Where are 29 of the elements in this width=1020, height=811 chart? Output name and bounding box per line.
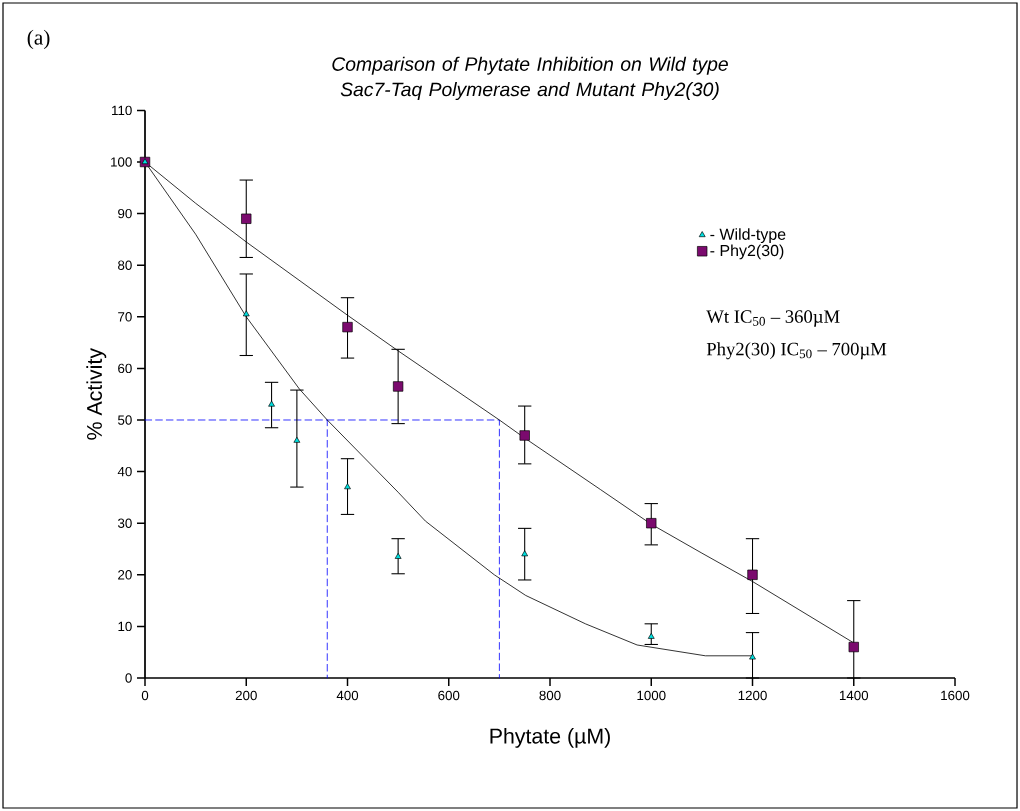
x-axis-title: Phytate (µM) (490, 727, 610, 748)
y-tick-label: 80 (118, 260, 132, 270)
y-tick-label: 10 (118, 621, 132, 632)
y-tick-label: 0 (125, 673, 132, 683)
chart-title: Comparison of Phytate Inhibition on Wild type Sac7-Taq Polymerase and Mutant Phy2(30) (332, 56, 728, 101)
y-tick-label: 90 (118, 208, 132, 219)
x-tick-label: 200 (235, 690, 257, 701)
annotation: Phy2(30) IC$_{50}$ – 700µM (706, 342, 887, 360)
x-tick-label: 400 (336, 690, 359, 701)
y-tick-label: 110 (112, 105, 132, 116)
legend-label: - Phy2(30) (710, 244, 784, 260)
x-tick-label: 0 (141, 690, 149, 701)
legend-label: - Wild-type (710, 228, 786, 244)
x-tick-label: 1400 (839, 690, 869, 701)
annotation: Wt IC$_{50}$ – 360µM (706, 310, 840, 327)
x-tick-label: 1000 (637, 690, 666, 701)
y-axis-title: % Activity (86, 348, 107, 440)
y-tick-label: 20 (118, 570, 132, 580)
text: (a) (27, 29, 50, 50)
y-tick-label: 40 (117, 466, 132, 477)
y-tick-label: 70 (118, 312, 132, 322)
y-tick-label: 30 (117, 518, 132, 528)
x-tick-label: 800 (539, 690, 561, 701)
x-tick-label: 600 (438, 690, 460, 701)
y-tick-label: 50 (118, 415, 132, 425)
y-tick-label: 100 (111, 157, 132, 167)
y-tick-label: 60 (118, 363, 132, 374)
x-tick-label: 1600 (941, 690, 970, 701)
x-tick-label: 1200 (738, 690, 767, 701)
